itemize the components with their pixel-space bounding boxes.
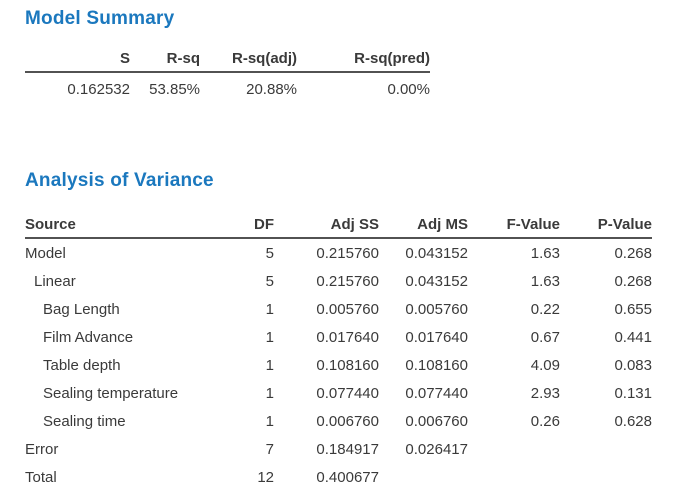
table-row-bag-length: Bag Length 1 0.005760 0.005760 0.22 0.65…: [25, 295, 652, 323]
cell-adj-ms: 0.026417: [379, 435, 468, 463]
cell-p-value: [560, 463, 652, 491]
anova-header-row: Source DF Adj SS Adj MS F-Value P-Value: [25, 216, 652, 238]
table-row-table-depth: Table depth 1 0.108160 0.108160 4.09 0.0…: [25, 351, 652, 379]
anova-title: Analysis of Variance: [25, 170, 214, 192]
cell-adj-ss: 0.077440: [274, 379, 379, 407]
cell-f-value: 0.26: [468, 407, 560, 435]
cell-source: Total: [25, 463, 225, 491]
cell-p-value: 0.268: [560, 267, 652, 295]
table-row-sealing-time: Sealing time 1 0.006760 0.006760 0.26 0.…: [25, 407, 652, 435]
cell-adj-ss: 0.400677: [274, 463, 379, 491]
cell-p-value: 0.131: [560, 379, 652, 407]
cell-source: Bag Length: [25, 295, 225, 323]
cell-f-value: 2.93: [468, 379, 560, 407]
cell-source: Model: [25, 238, 225, 267]
column-header-f-value: F-Value: [468, 216, 560, 238]
cell-df: 1: [225, 407, 274, 435]
table-row-sealing-temperature: Sealing temperature 1 0.077440 0.077440 …: [25, 379, 652, 407]
cell-p-value: 0.083: [560, 351, 652, 379]
cell-adj-ss: 0.005760: [274, 295, 379, 323]
model-summary-value-row: 0.162532 53.85% 20.88% 0.00%: [25, 72, 430, 98]
cell-p-value: 0.628: [560, 407, 652, 435]
cell-source: Film Advance: [25, 323, 225, 351]
cell-df: 5: [225, 238, 274, 267]
cell-df: 1: [225, 351, 274, 379]
cell-df: 5: [225, 267, 274, 295]
minitab-output-pane: Model Summary S R-sq R-sq(adj) R-sq(pred…: [0, 0, 673, 500]
column-header-adj-ss: Adj SS: [274, 216, 379, 238]
value-rsq-pred: 0.00%: [297, 72, 430, 98]
table-row-linear: Linear 5 0.215760 0.043152 1.63 0.268: [25, 267, 652, 295]
column-header-rsq-pred: R-sq(pred): [297, 50, 430, 72]
column-header-s: S: [25, 50, 130, 72]
model-summary-title: Model Summary: [25, 8, 174, 30]
cell-adj-ms: 0.108160: [379, 351, 468, 379]
cell-adj-ms: 0.043152: [379, 267, 468, 295]
cell-adj-ss: 0.006760: [274, 407, 379, 435]
column-header-rsq-adj: R-sq(adj): [200, 50, 297, 72]
cell-f-value: 0.67: [468, 323, 560, 351]
cell-p-value: 0.268: [560, 238, 652, 267]
cell-f-value: [468, 463, 560, 491]
column-header-p-value: P-Value: [560, 216, 652, 238]
table-row-film-advance: Film Advance 1 0.017640 0.017640 0.67 0.…: [25, 323, 652, 351]
cell-adj-ss: 0.184917: [274, 435, 379, 463]
cell-adj-ss: 0.215760: [274, 238, 379, 267]
cell-df: 12: [225, 463, 274, 491]
cell-f-value: [468, 435, 560, 463]
cell-adj-ss: 0.215760: [274, 267, 379, 295]
cell-adj-ms: 0.006760: [379, 407, 468, 435]
value-rsq-adj: 20.88%: [200, 72, 297, 98]
cell-df: 1: [225, 295, 274, 323]
cell-df: 7: [225, 435, 274, 463]
table-row-model: Model 5 0.215760 0.043152 1.63 0.268: [25, 238, 652, 267]
cell-source: Linear: [25, 267, 225, 295]
cell-p-value: [560, 435, 652, 463]
column-header-df: DF: [225, 216, 274, 238]
cell-adj-ms: 0.077440: [379, 379, 468, 407]
cell-adj-ms: 0.017640: [379, 323, 468, 351]
cell-source: Sealing time: [25, 407, 225, 435]
column-header-rsq: R-sq: [130, 50, 200, 72]
table-row-total: Total 12 0.400677: [25, 463, 652, 491]
model-summary-table: S R-sq R-sq(adj) R-sq(pred) 0.162532 53.…: [25, 50, 430, 98]
cell-adj-ms: 0.043152: [379, 238, 468, 267]
cell-adj-ss: 0.108160: [274, 351, 379, 379]
model-summary-header-row: S R-sq R-sq(adj) R-sq(pred): [25, 50, 430, 72]
cell-f-value: 0.22: [468, 295, 560, 323]
cell-f-value: 1.63: [468, 238, 560, 267]
cell-source: Error: [25, 435, 225, 463]
cell-adj-ms: 0.005760: [379, 295, 468, 323]
cell-df: 1: [225, 379, 274, 407]
value-s: 0.162532: [25, 72, 130, 98]
anova-table: Source DF Adj SS Adj MS F-Value P-Value …: [25, 216, 652, 491]
cell-adj-ss: 0.017640: [274, 323, 379, 351]
cell-f-value: 1.63: [468, 267, 560, 295]
column-header-source: Source: [25, 216, 225, 238]
cell-source: Sealing temperature: [25, 379, 225, 407]
column-header-adj-ms: Adj MS: [379, 216, 468, 238]
cell-source: Table depth: [25, 351, 225, 379]
cell-f-value: 4.09: [468, 351, 560, 379]
cell-p-value: 0.441: [560, 323, 652, 351]
table-row-error: Error 7 0.184917 0.026417: [25, 435, 652, 463]
value-rsq: 53.85%: [130, 72, 200, 98]
cell-p-value: 0.655: [560, 295, 652, 323]
cell-adj-ms: [379, 463, 468, 491]
cell-df: 1: [225, 323, 274, 351]
